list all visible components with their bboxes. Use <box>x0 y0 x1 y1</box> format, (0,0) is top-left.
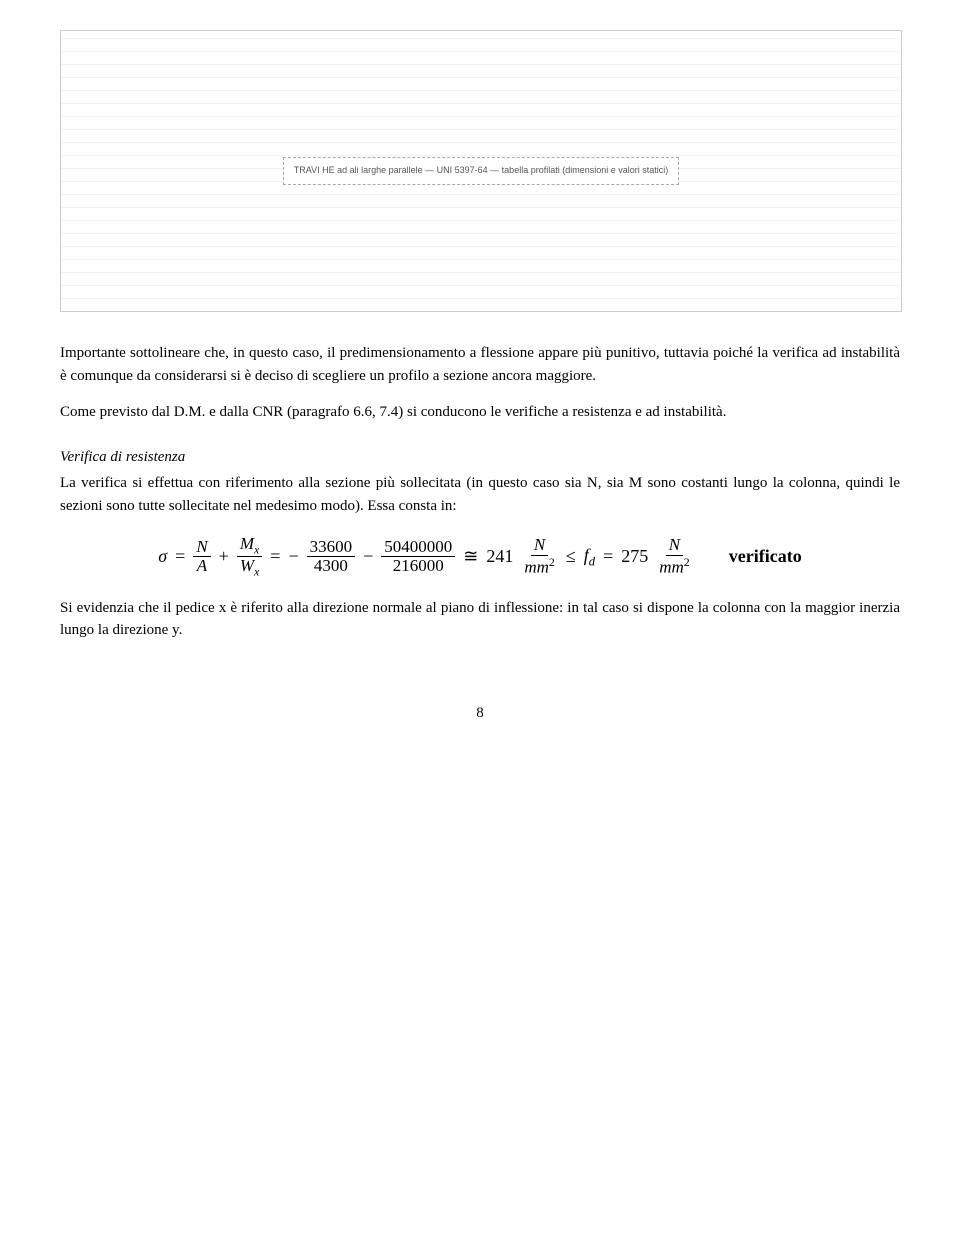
paragraph-2: Come previsto dal D.M. e dalla CNR (para… <box>60 401 900 424</box>
frac-num2: 50400000 216000 <box>381 538 455 576</box>
page-number: 8 <box>60 702 900 725</box>
equals-3: = <box>603 543 613 570</box>
result-241: 241 <box>486 543 513 570</box>
figure-caption: TRAVI HE ad ali larghe parallele — UNI 5… <box>283 157 680 185</box>
verified-label: verificato <box>729 543 802 570</box>
frac-N-A: N A <box>193 538 210 576</box>
frac-unit-1: N mm2 <box>521 536 558 577</box>
minus-1: − <box>288 543 298 570</box>
plus: + <box>219 543 229 570</box>
formula: σ = N A + Mx Wx = − 33600 4300 − 5040000… <box>60 535 900 579</box>
le: ≤ <box>566 543 576 570</box>
sigma-symbol: σ <box>158 543 167 570</box>
paragraph-3: La verifica si effettua con riferimento … <box>60 472 900 517</box>
profile-table-figure: TRAVI HE ad ali larghe parallele — UNI 5… <box>60 30 902 312</box>
frac-unit-2: N mm2 <box>656 536 693 577</box>
equals-2: = <box>270 543 280 570</box>
equals: = <box>175 543 185 570</box>
result-275: 275 <box>621 543 648 570</box>
section-heading: Verifica di resistenza <box>60 446 900 469</box>
frac-Mx-Wx: Mx Wx <box>237 535 262 579</box>
paragraph-1: Importante sottolineare che, in questo c… <box>60 342 900 387</box>
frac-num1: 33600 4300 <box>307 538 356 576</box>
approx: ≅ <box>463 543 478 570</box>
f-sub: d <box>589 555 595 569</box>
minus-2: − <box>363 543 373 570</box>
paragraph-4: Si evidenzia che il pedice x è riferito … <box>60 597 900 642</box>
